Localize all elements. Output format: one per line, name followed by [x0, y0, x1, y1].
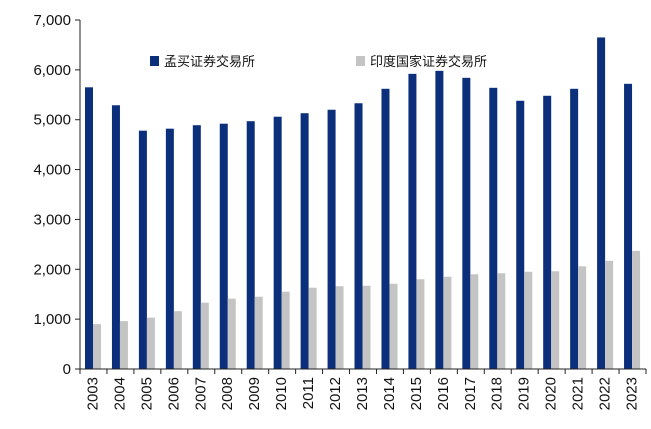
bar-bse-2011 — [300, 113, 309, 369]
y-tick-label: 2,000 — [33, 261, 71, 278]
x-tick-label-2008: 2008 — [219, 377, 236, 410]
x-tick-label-2014: 2014 — [381, 377, 398, 410]
bar-nse-2016 — [443, 276, 452, 369]
bar-bse-2010 — [273, 116, 282, 369]
bar-bse-2022 — [597, 37, 606, 369]
bar-nse-2018 — [497, 273, 506, 369]
y-tick-label: 3,000 — [33, 211, 71, 228]
x-tick-label-2004: 2004 — [111, 377, 128, 410]
legend-label-bse: 孟买证券交易所 — [164, 54, 255, 70]
x-tick-label-2007: 2007 — [192, 377, 209, 410]
x-tick-label-2019: 2019 — [516, 377, 533, 410]
x-tick-label-2005: 2005 — [138, 377, 155, 410]
x-tick-label-2010: 2010 — [273, 377, 290, 410]
x-tick-label-2015: 2015 — [408, 377, 425, 410]
x-tick-label-2021: 2021 — [570, 377, 587, 410]
bars — [85, 37, 641, 370]
bar-nse-2015 — [416, 279, 425, 369]
bar-nse-2006 — [173, 311, 182, 369]
bar-nse-2019 — [524, 271, 533, 369]
x-tick-label-2006: 2006 — [165, 377, 182, 410]
bar-bse-2013 — [354, 103, 363, 369]
bar-nse-2011 — [308, 287, 317, 369]
bar-bse-2018 — [489, 87, 498, 369]
bar-bse-2019 — [516, 100, 525, 370]
bar-bse-2020 — [543, 95, 552, 369]
bar-bse-2007 — [192, 125, 201, 369]
bar-bse-2014 — [381, 88, 390, 370]
bar-bse-2003 — [85, 87, 93, 369]
bar-nse-2004 — [119, 321, 128, 369]
bar-nse-2003 — [93, 324, 101, 369]
bar-nse-2005 — [146, 317, 155, 369]
x-tick-label-2020: 2020 — [543, 377, 560, 410]
x-tick-label-2003: 2003 — [84, 377, 101, 410]
x-tick-label-2023: 2023 — [623, 377, 640, 410]
x-tick-label-2012: 2012 — [327, 377, 344, 410]
bar-bse-2016 — [435, 70, 444, 369]
bar-nse-2008 — [227, 298, 236, 369]
bar-nse-2022 — [605, 260, 614, 369]
bar-bse-2023 — [624, 83, 633, 369]
bar-bse-2015 — [408, 73, 417, 369]
legend-label-nse: 印度国家证券交易所 — [370, 54, 487, 70]
x-tick-label-2011: 2011 — [300, 377, 317, 409]
bar-nse-2007 — [200, 302, 209, 369]
y-tick-label: 5,000 — [33, 112, 71, 129]
bar-bse-2008 — [219, 123, 228, 369]
y-tick-label: 4,000 — [33, 162, 71, 179]
x-tick-label-2009: 2009 — [246, 377, 263, 410]
legend-swatch-bse — [150, 56, 159, 66]
bar-bse-2017 — [462, 77, 471, 369]
x-tick-label-2016: 2016 — [435, 377, 452, 410]
bar-nse-2017 — [470, 274, 479, 369]
bar-nse-2009 — [254, 296, 263, 369]
y-tick-label: 1,000 — [33, 311, 71, 328]
axes: 0 1,000 2,000 3,000 4,000 5,000 6,000 7,000 2003… — [33, 12, 647, 410]
x-tick-label-2022: 2022 — [597, 377, 614, 410]
bar-nse-2013 — [362, 285, 371, 369]
bar-nse-2012 — [335, 286, 344, 369]
y-tick-label: 0 — [63, 361, 71, 378]
y-tick-label: 7,000 — [33, 12, 71, 29]
bar-bse-2005 — [138, 130, 147, 369]
legend: 孟买证券交易所 印度国家证券交易所 — [150, 54, 487, 70]
bar-bse-2021 — [570, 88, 579, 370]
x-tick-label-2017: 2017 — [462, 377, 479, 410]
bar-nse-2023 — [632, 250, 641, 369]
bar-nse-2020 — [551, 271, 560, 369]
x-tick-label-2013: 2013 — [354, 377, 371, 410]
bar-bse-2004 — [111, 105, 120, 369]
bar-bse-2012 — [327, 109, 336, 370]
bar-nse-2010 — [281, 291, 290, 369]
legend-swatch-nse — [356, 56, 365, 66]
bar-bse-2006 — [165, 128, 174, 369]
bar-nse-2021 — [578, 266, 587, 369]
x-tick-label-2018: 2018 — [489, 377, 506, 410]
bar-nse-2014 — [389, 283, 398, 369]
bar-bse-2009 — [246, 121, 255, 370]
y-tick-label: 6,000 — [33, 62, 71, 79]
